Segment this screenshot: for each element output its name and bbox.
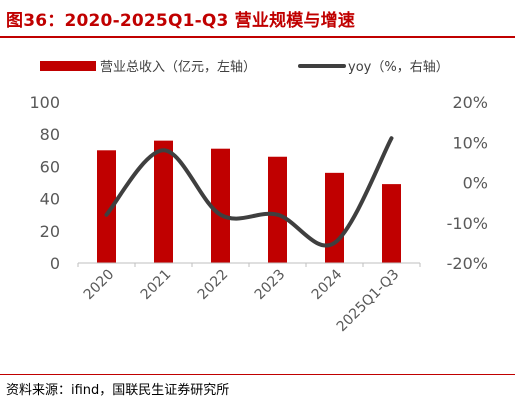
source-note: 资料来源：ifind，国联民生证券研究所 xyxy=(6,383,230,398)
legend-bar-swatch xyxy=(40,61,96,71)
x-tick-label: 2020 xyxy=(81,267,118,304)
y-right-tick-label: 20% xyxy=(452,93,488,112)
bar-2021 xyxy=(154,140,173,263)
yoy-point-2020 xyxy=(106,214,107,216)
y-left-tick-label: 0 xyxy=(50,254,60,273)
y-left-tick-label: 60 xyxy=(40,157,60,176)
footer-rule xyxy=(0,374,515,375)
x-tick-label: 2022 xyxy=(195,267,232,304)
yoy-point-2025Q1-Q3 xyxy=(391,137,392,139)
bar-2025Q1-Q3 xyxy=(382,184,401,263)
chart-title: 图36：2020-2025Q1-Q3 营业规模与增速 xyxy=(6,11,356,31)
legend-line-label: yoy（%，右轴） xyxy=(348,60,449,75)
x-tick-label: 2021 xyxy=(138,267,175,304)
legend-bar-label: 营业总收入（亿元，左轴） xyxy=(100,60,256,75)
bar-2024 xyxy=(325,172,344,263)
title-rule xyxy=(0,36,515,38)
y-left-tick-label: 80 xyxy=(40,125,60,144)
bar-2022 xyxy=(211,148,230,263)
y-right-tick-label: 10% xyxy=(452,133,488,152)
x-tick-label: 2024 xyxy=(309,266,346,303)
y-right-tick-label: 0% xyxy=(463,174,488,193)
legend: 营业总收入（亿元，左轴） yoy（%，右轴） xyxy=(40,60,449,75)
x-tick-label: 2023 xyxy=(252,267,289,304)
bar-2023 xyxy=(268,156,287,263)
yoy-point-2023 xyxy=(277,214,278,216)
y-left-tick-label: 100 xyxy=(29,93,60,112)
y-right-tick-label: -20% xyxy=(447,254,488,273)
chart: 营业总收入（亿元，左轴） yoy（%，右轴） 2020 2021 2022 2023 2… xyxy=(29,60,488,335)
y-right-tick-label: -10% xyxy=(447,214,488,233)
yoy-point-2021 xyxy=(163,149,164,151)
y-left-tick-label: 40 xyxy=(40,190,60,209)
yoy-line xyxy=(104,136,394,248)
chart-title-block: 图36：2020-2025Q1-Q3 营业规模与增速 xyxy=(0,0,515,38)
y-left-tick-label: 20 xyxy=(40,222,60,241)
yoy-point-2022 xyxy=(220,214,221,216)
yoy-point-2024 xyxy=(334,242,335,244)
bar-2020 xyxy=(97,150,116,263)
